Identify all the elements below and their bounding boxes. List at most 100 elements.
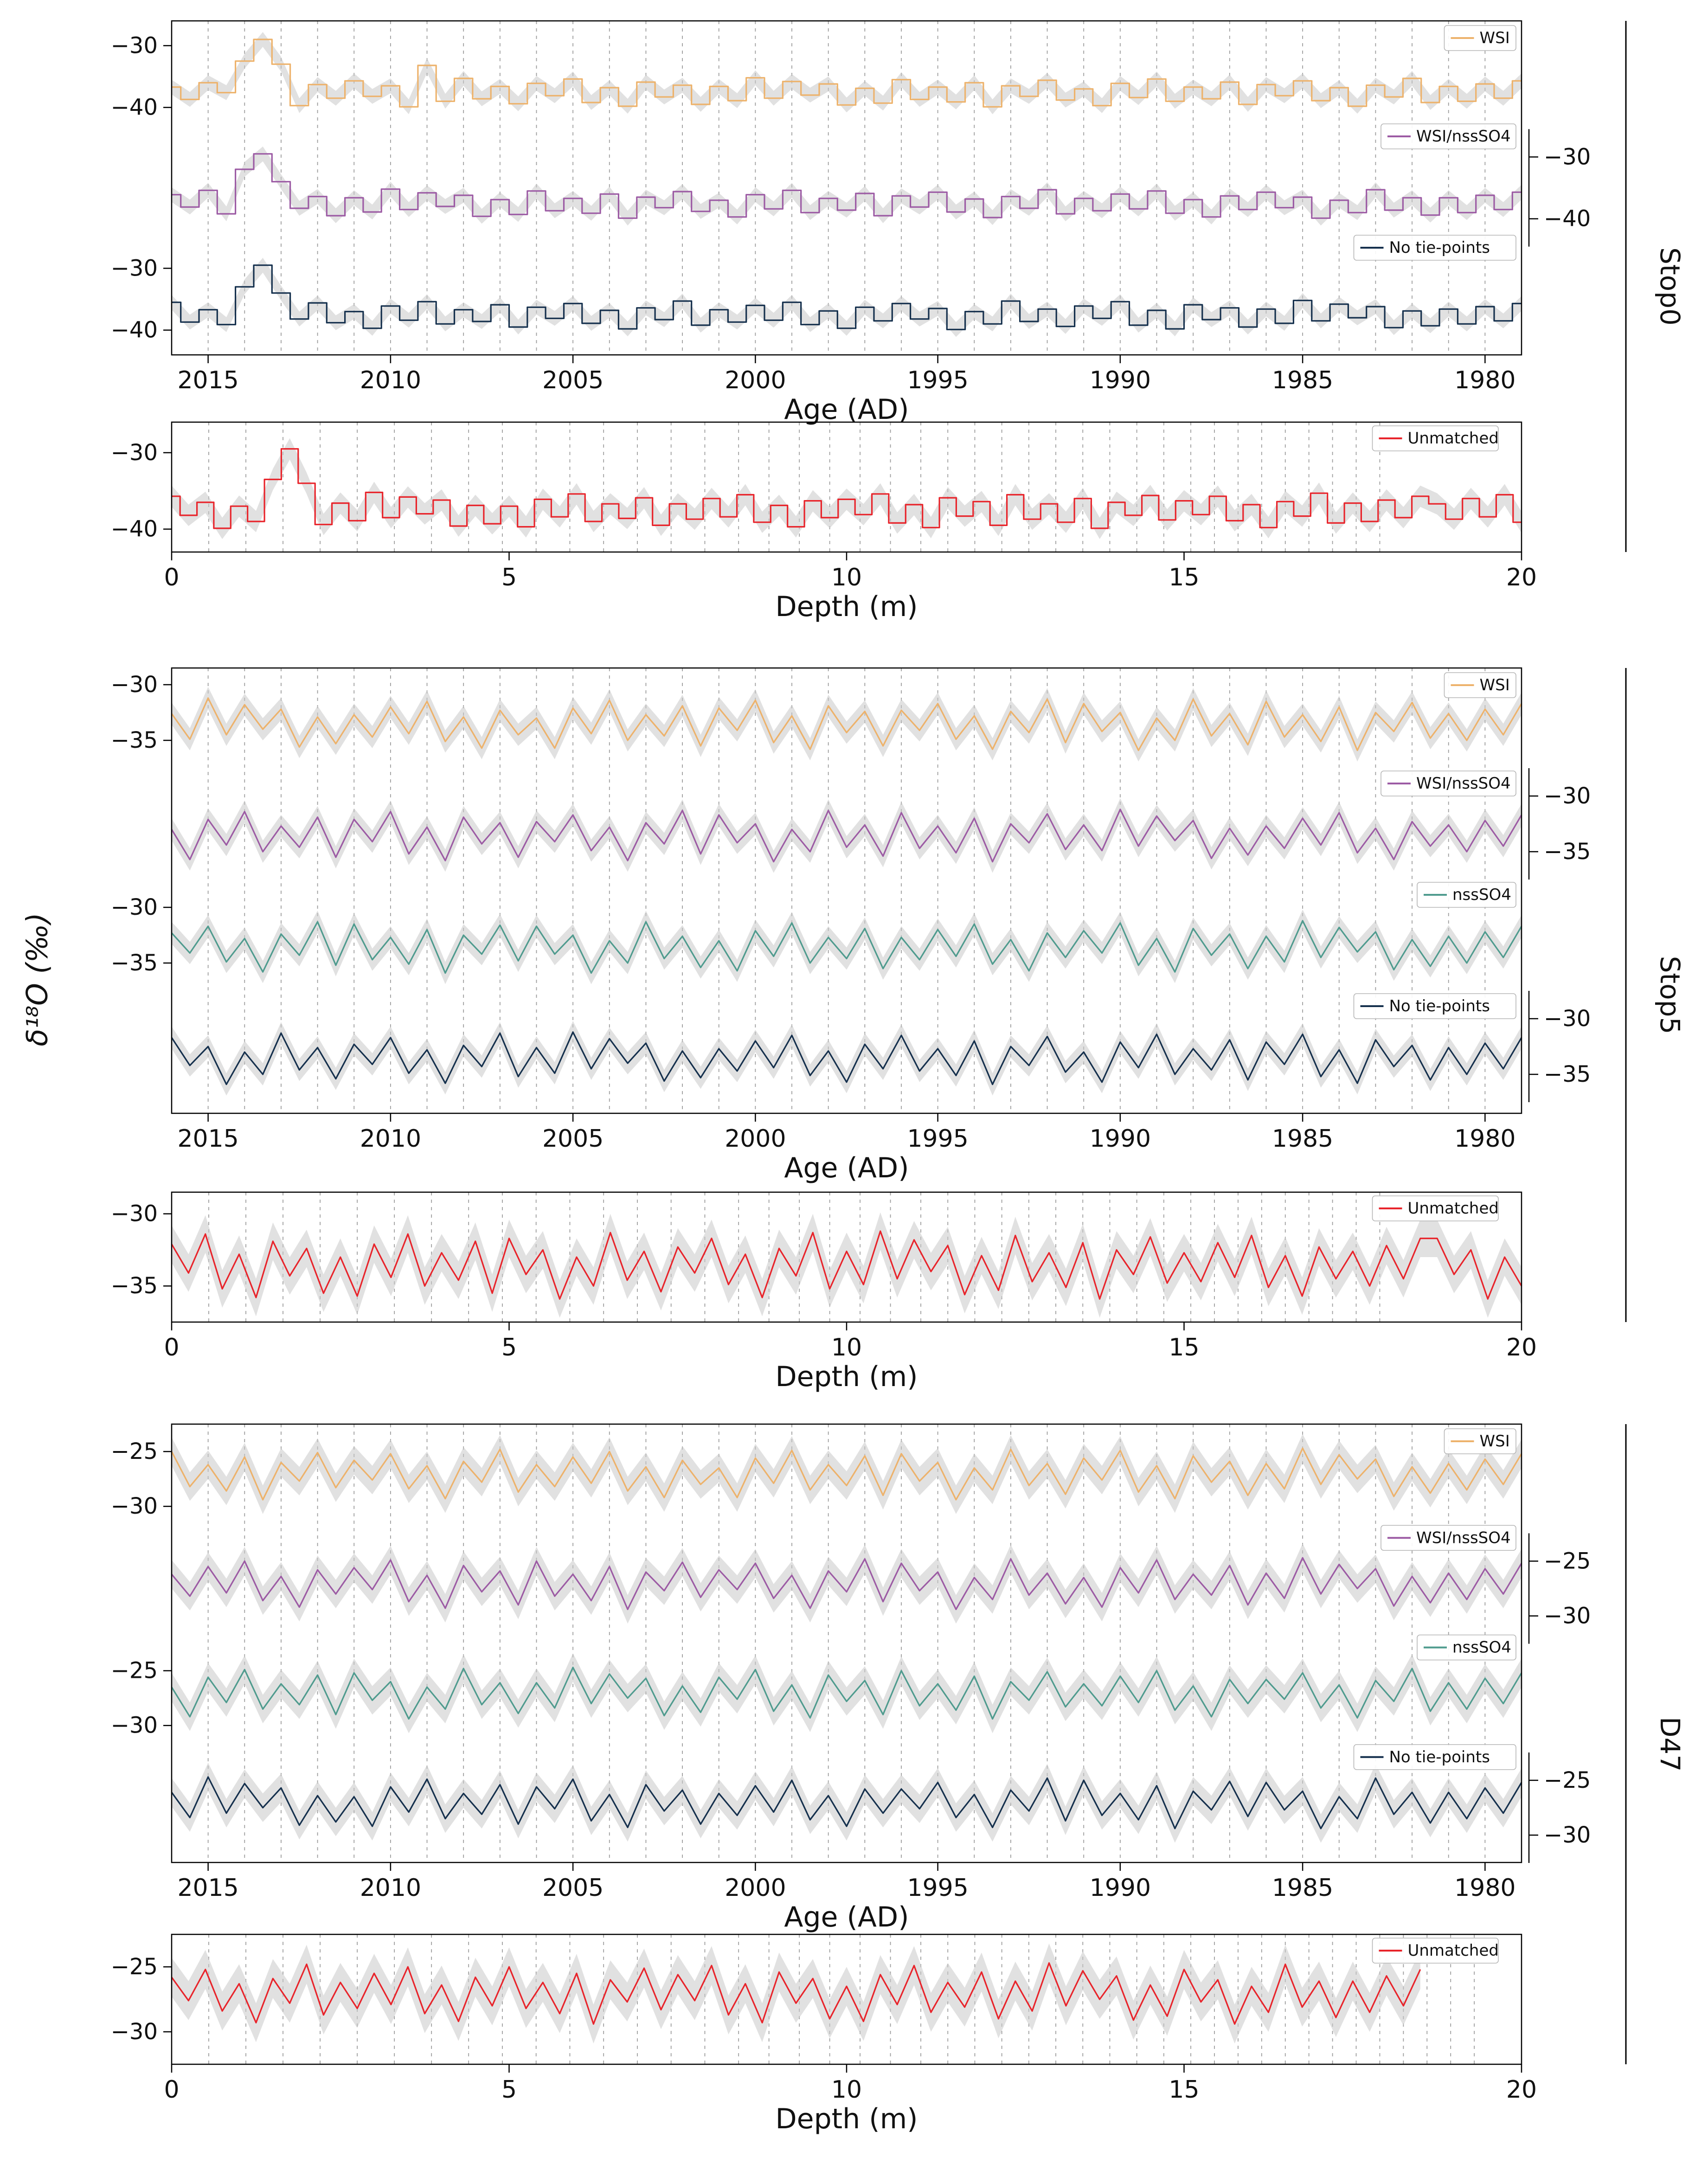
series-line-wsi-nssso4 — [171, 809, 1522, 863]
x-tick-label-age: 2005 — [542, 1874, 604, 1902]
y-tick-label: −30 — [111, 1493, 158, 1519]
legend-box — [1372, 1195, 1499, 1221]
chart-group-stop0: −30 −40 WSI −30 −40 WSI/nssSO4 −30 −40 No tie-po… — [111, 20, 1686, 623]
x-axis-label-age: Age (AD) — [784, 393, 909, 426]
x-axis-label-depth: Depth (m) — [775, 591, 918, 623]
series-line-wsi-nssso4 — [171, 1557, 1522, 1610]
series-line-no-tie-points — [171, 1031, 1522, 1085]
legend-label: Unmatched — [1408, 429, 1499, 448]
legend-nssso4: nssSO4 — [1417, 882, 1516, 908]
legend-box — [1444, 25, 1516, 51]
uncertainty-band — [172, 1434, 1522, 1514]
series-line-no-tie-points — [172, 264, 1522, 330]
age-subpanel-wsi: −25 −30 WSI — [111, 1428, 1522, 1519]
uncertainty-band — [172, 438, 1522, 539]
y-tick-label: −30 — [111, 32, 158, 58]
legend-label: WSI — [1480, 676, 1510, 694]
age-subpanel-nssso4: −25 −30 nssSO4 — [111, 1634, 1522, 1739]
uncertainty-band — [172, 1543, 1522, 1624]
legend-wsi: WSI — [1444, 672, 1516, 698]
y-tick-label-right: −30 — [1544, 1006, 1591, 1032]
x-tick-label-age: 2010 — [360, 366, 421, 394]
series-line-wsi — [171, 1447, 1522, 1501]
legend-nssso4: nssSO4 — [1417, 1634, 1516, 1661]
legend-box — [1381, 1525, 1516, 1551]
series-line-no-tie-points — [171, 1776, 1522, 1830]
uncertainty-band — [172, 146, 1522, 226]
y-tick-label-right: −30 — [1544, 1822, 1591, 1848]
age-subpanel-wsi-nssso4: −25 −30 WSI/nssSO4 — [171, 1525, 1591, 1644]
legend-wsi: WSI — [1444, 1428, 1516, 1454]
x-tick-label-depth: 10 — [831, 1334, 862, 1361]
x-axis-label-age: Age (AD) — [784, 1152, 909, 1184]
legend-label: No tie-points — [1389, 997, 1490, 1015]
legend-box — [1444, 1428, 1516, 1454]
side-label-stop0: Stop0 — [1654, 247, 1686, 326]
legend-no-tie-points: No tie-points — [1353, 1744, 1516, 1770]
legend-label: No tie-points — [1389, 238, 1490, 257]
x-tick-label-age: 2005 — [542, 366, 604, 394]
legend-wsi-nssso4: WSI/nssSO4 — [1381, 771, 1516, 796]
x-tick-label-age: 1990 — [1090, 366, 1151, 394]
legend-label: nssSO4 — [1452, 886, 1511, 904]
x-tick-label-age: 2015 — [177, 1125, 238, 1153]
y-tick-label-right: −30 — [1544, 783, 1591, 809]
legend-no-tie-points: No tie-points — [1353, 993, 1516, 1019]
x-tick-label-age: 1995 — [907, 1125, 968, 1153]
y-tick-label-depth: −40 — [111, 516, 158, 542]
age-subpanel-no-tie-points: −30 −35 No tie-points — [171, 991, 1591, 1102]
legend-box — [1353, 993, 1516, 1019]
side-label-stop5: Stop5 — [1654, 956, 1686, 1034]
legend-unmatched: Unmatched — [1372, 1938, 1499, 1964]
series-line-nssso4 — [171, 920, 1522, 974]
x-tick-label-depth: 0 — [164, 2076, 179, 2104]
series-line-nssso4 — [171, 1666, 1522, 1720]
x-tick-label-age: 1980 — [1454, 1125, 1515, 1153]
series-line-unmatched — [171, 1230, 1522, 1300]
age-subpanel-nssso4: −30 −35 nssSO4 — [111, 882, 1522, 984]
uncertainty-band — [172, 1212, 1522, 1318]
legend-label: WSI — [1480, 1432, 1510, 1451]
x-tick-label-depth: 0 — [164, 564, 179, 591]
x-tick-label-age: 2010 — [360, 1874, 421, 1902]
y-tick-label-depth: −30 — [111, 2019, 158, 2045]
y-tick-label-right: −35 — [1544, 839, 1591, 865]
uncertainty-band — [172, 798, 1522, 873]
x-tick-label-age: 2015 — [177, 366, 238, 394]
legend-no-tie-points: No tie-points — [1353, 235, 1516, 261]
uncertainty-band — [172, 1943, 1420, 2044]
legend-label: nssSO4 — [1452, 1638, 1511, 1657]
series-line-unmatched — [171, 1962, 1421, 2025]
x-tick-label-age: 2000 — [725, 1874, 786, 1902]
x-tick-label-age: 1995 — [907, 366, 968, 394]
x-tick-label-age: 1980 — [1454, 1874, 1515, 1902]
series-line-wsi — [172, 39, 1522, 108]
legend-box — [1353, 1744, 1516, 1770]
y-tick-label: −25 — [111, 1658, 158, 1684]
age-subpanel-wsi-nssso4: −30 −40 WSI/nssSO4 — [172, 123, 1591, 247]
x-tick-label-age: 1990 — [1090, 1874, 1151, 1902]
y-tick-label-depth: −30 — [111, 1201, 158, 1227]
x-tick-label-depth: 15 — [1169, 564, 1199, 591]
y-tick-label: −30 — [111, 255, 158, 281]
legend-label: WSI/nssSO4 — [1416, 774, 1511, 793]
x-tick-label-age: 1985 — [1272, 1125, 1333, 1153]
x-tick-label-depth: 0 — [164, 1334, 179, 1361]
legend-label: WSI/nssSO4 — [1416, 127, 1511, 146]
series-line-wsi — [171, 697, 1522, 751]
x-tick-label-depth: 20 — [1506, 564, 1537, 591]
legend-label: WSI/nssSO4 — [1416, 1528, 1511, 1547]
series-line-wsi-nssso4 — [172, 153, 1522, 219]
x-tick-label-age: 2000 — [725, 1125, 786, 1153]
age-axes-frame — [171, 667, 1522, 1114]
x-tick-label-age: 2015 — [177, 1874, 238, 1902]
age-subpanel-wsi: −30 −35 WSI — [111, 672, 1522, 762]
y-tick-label-depth: −35 — [111, 1273, 158, 1299]
x-tick-label-age: 1985 — [1272, 366, 1333, 394]
series-line-unmatched — [172, 448, 1522, 529]
y-tick-label-right: −25 — [1544, 1548, 1591, 1574]
x-axis-label-depth: Depth (m) — [775, 2103, 918, 2135]
depth-subpanel-unmatched: −30 −40 Unmatched — [111, 425, 1522, 542]
age-subpanel-wsi: −30 −40 WSI — [111, 25, 1522, 121]
